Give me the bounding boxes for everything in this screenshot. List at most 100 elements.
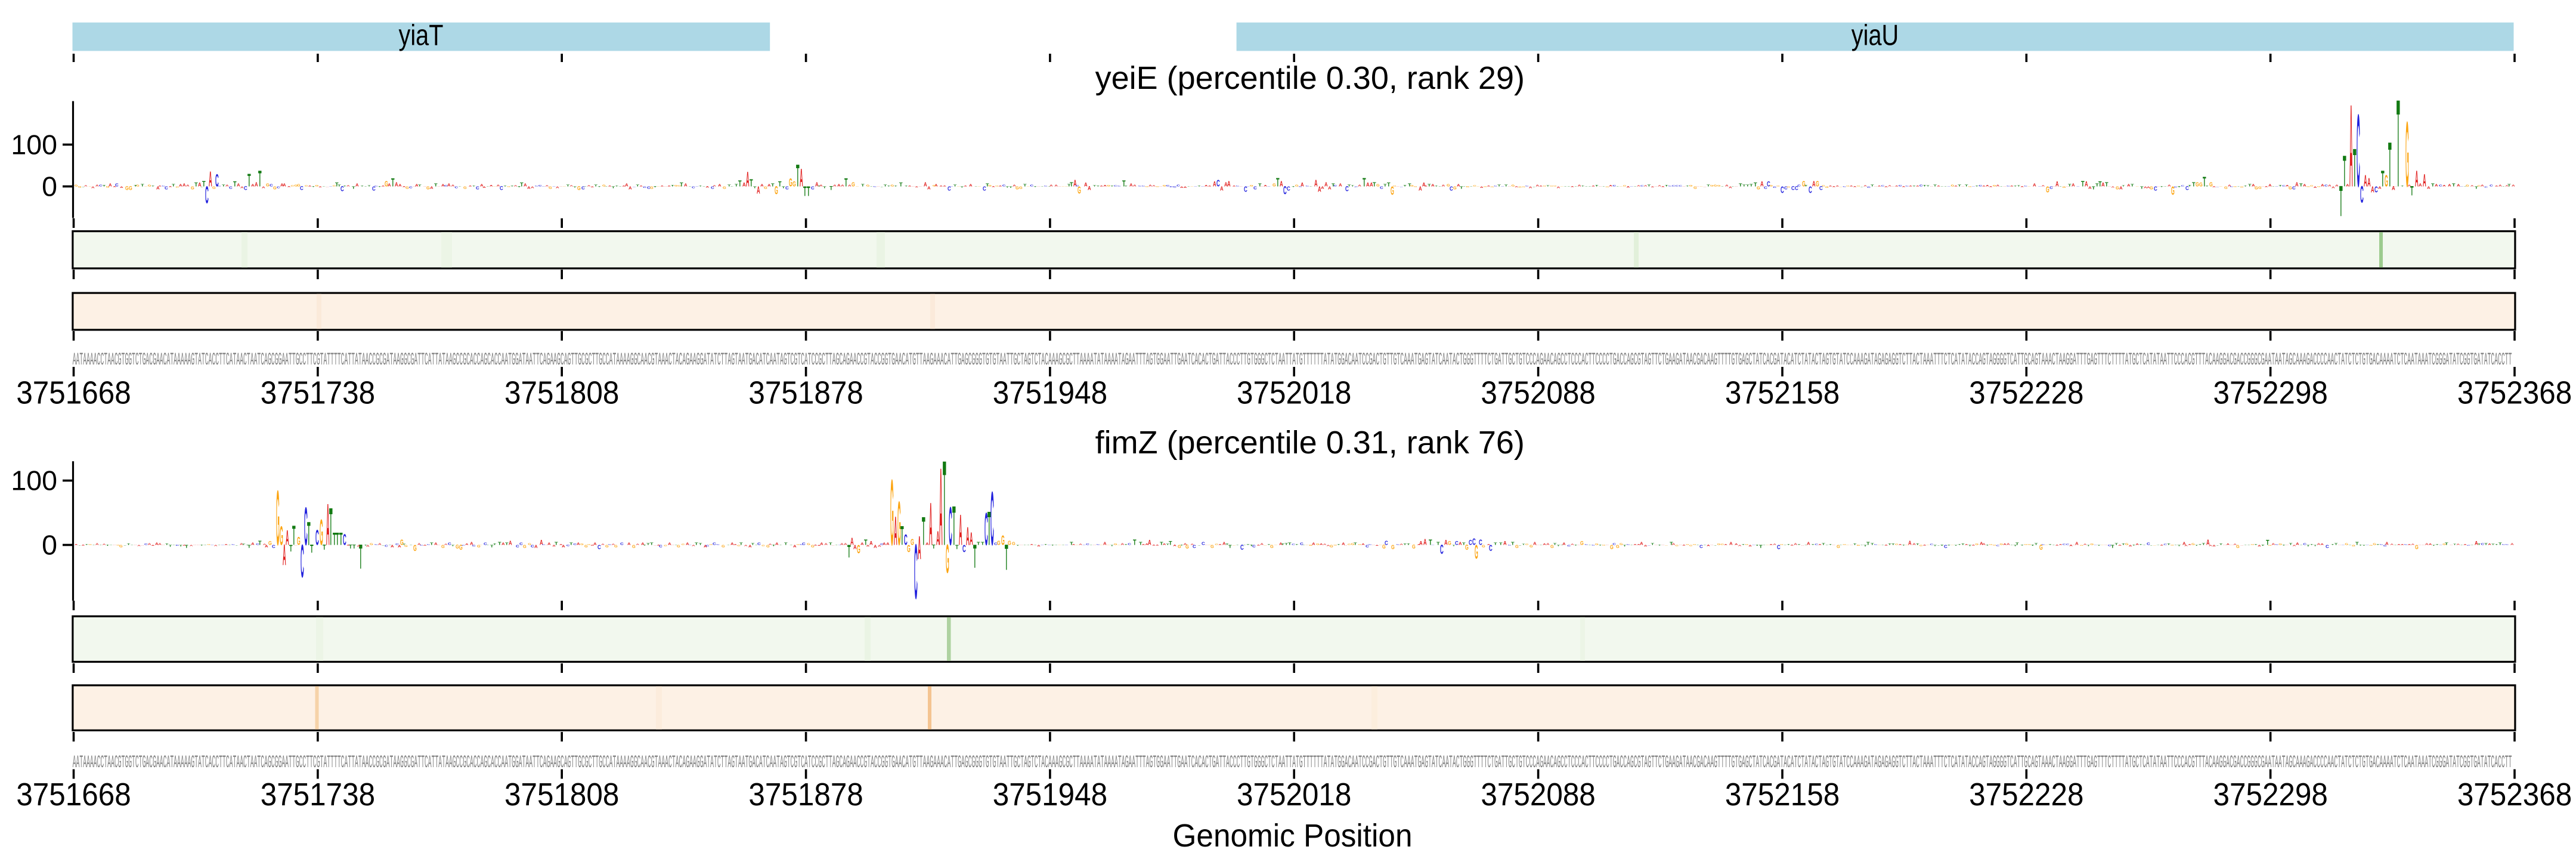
svg-text:T: T [1623, 545, 1627, 548]
svg-text:G: G [1689, 185, 1693, 187]
svg-text:C: C [716, 544, 720, 545]
svg-text:G: G [1525, 544, 1529, 546]
svg-text:A: A [1562, 542, 1566, 546]
svg-text:A: A [1323, 544, 1327, 546]
svg-text:T: T [1961, 543, 1965, 546]
svg-text:A: A [2415, 166, 2419, 191]
svg-text:T: T [1469, 186, 1473, 187]
svg-text:T: T [1670, 540, 1673, 546]
svg-text:A: A [490, 184, 493, 187]
svg-text:A: A [1724, 544, 1727, 545]
svg-text:A: A [552, 545, 556, 547]
svg-text:A: A [1328, 186, 1332, 191]
svg-text:G: G [523, 544, 527, 549]
svg-text:T: T [1916, 543, 1919, 546]
svg-text:A: A [179, 184, 182, 187]
svg-text:G: G [404, 545, 408, 548]
svg-text:C: C [2076, 186, 2080, 187]
svg-text:yiaT: yiaT [399, 20, 444, 52]
svg-text:C: C [990, 476, 994, 562]
svg-text:C: C [420, 545, 423, 546]
svg-text:G: G [2027, 544, 2031, 545]
svg-text:C: C [566, 545, 571, 547]
svg-text:A: A [2390, 544, 2394, 545]
svg-text:G: G [1522, 186, 1525, 187]
svg-text:T: T [2397, 75, 2400, 214]
svg-text:T: T [1463, 186, 1466, 187]
svg-text:C: C [1240, 544, 1244, 552]
svg-text:A: A [1321, 186, 1324, 190]
svg-text:G: G [657, 186, 661, 187]
svg-text:T: T [1633, 186, 1637, 187]
svg-text:A: A [2425, 543, 2429, 546]
svg-text:A: A [860, 542, 864, 546]
svg-text:A: A [1419, 540, 1423, 546]
svg-text:T: T [1923, 185, 1927, 187]
svg-text:A: A [1100, 186, 1103, 187]
svg-text:C: C [695, 186, 699, 187]
svg-text:A: A [2317, 543, 2321, 546]
svg-text:C: C [2374, 185, 2378, 194]
svg-text:C: C [542, 544, 546, 545]
svg-text:G: G [2150, 186, 2153, 191]
svg-text:G: G [682, 543, 686, 545]
svg-text:3752088: 3752088 [1481, 374, 1595, 410]
svg-text:G: G [2310, 185, 2314, 187]
svg-text:A: A [1916, 186, 1919, 187]
svg-text:C: C [1114, 186, 1118, 187]
svg-text:A: A [534, 544, 538, 549]
svg-text:C: C [1773, 186, 1776, 189]
svg-text:T: T [1866, 540, 1870, 546]
svg-text:G: G [677, 545, 680, 548]
svg-text:G: G [1008, 539, 1011, 546]
svg-text:T: T [1383, 183, 1387, 187]
svg-text:A: A [1832, 186, 1836, 187]
svg-text:A: A [2332, 186, 2335, 189]
svg-text:T: T [973, 539, 977, 575]
svg-text:A: A [2160, 545, 2163, 546]
svg-text:C: C [272, 544, 275, 549]
svg-text:A: A [744, 545, 748, 546]
svg-text:G: G [807, 543, 810, 546]
svg-text:3751948: 3751948 [993, 776, 1107, 812]
svg-text:T: T [2299, 182, 2303, 187]
svg-text:T: T [584, 186, 587, 187]
svg-text:T: T [2031, 545, 2035, 546]
svg-text:T: T [1665, 185, 1669, 187]
svg-text:G: G [1512, 185, 1515, 187]
svg-text:T: T [1429, 539, 1432, 547]
svg-text:G: G [1078, 184, 1081, 196]
svg-text:A: A [434, 542, 438, 546]
svg-text:T: T [2059, 186, 2063, 187]
svg-text:C: C [1086, 543, 1090, 546]
svg-text:T: T [2381, 166, 2385, 191]
svg-text:A: A [1129, 183, 1133, 188]
svg-text:A: A [366, 545, 370, 548]
svg-text:G: G [1560, 186, 1563, 187]
svg-text:A: A [1358, 184, 1361, 187]
svg-text:T: T [1860, 186, 1863, 187]
svg-text:G: G [1776, 186, 1780, 187]
svg-text:T: T [772, 545, 776, 546]
svg-text:A: A [441, 184, 445, 187]
svg-text:G: G [766, 545, 770, 548]
svg-text:A: A [1703, 186, 1707, 187]
svg-text:A: A [1220, 186, 1224, 192]
svg-text:3751668: 3751668 [16, 776, 131, 812]
svg-text:C: C [256, 543, 259, 546]
svg-text:G: G [1191, 186, 1194, 187]
svg-text:A: A [908, 186, 912, 187]
svg-text:T: T [307, 516, 311, 552]
svg-text:T: T [1999, 186, 2003, 187]
svg-text:A: A [2448, 184, 2451, 187]
svg-text:T: T [2314, 545, 2318, 546]
svg-text:A: A [1208, 186, 1212, 187]
svg-text:A: A [1444, 539, 1448, 547]
svg-text:A: A [182, 183, 186, 188]
svg-text:A: A [1280, 180, 1283, 189]
svg-text:T: T [2343, 147, 2346, 197]
svg-text:T: T [2068, 183, 2072, 187]
svg-text:A: A [1812, 180, 1816, 189]
svg-text:A: A [1133, 184, 1137, 187]
svg-text:T: T [573, 186, 577, 188]
